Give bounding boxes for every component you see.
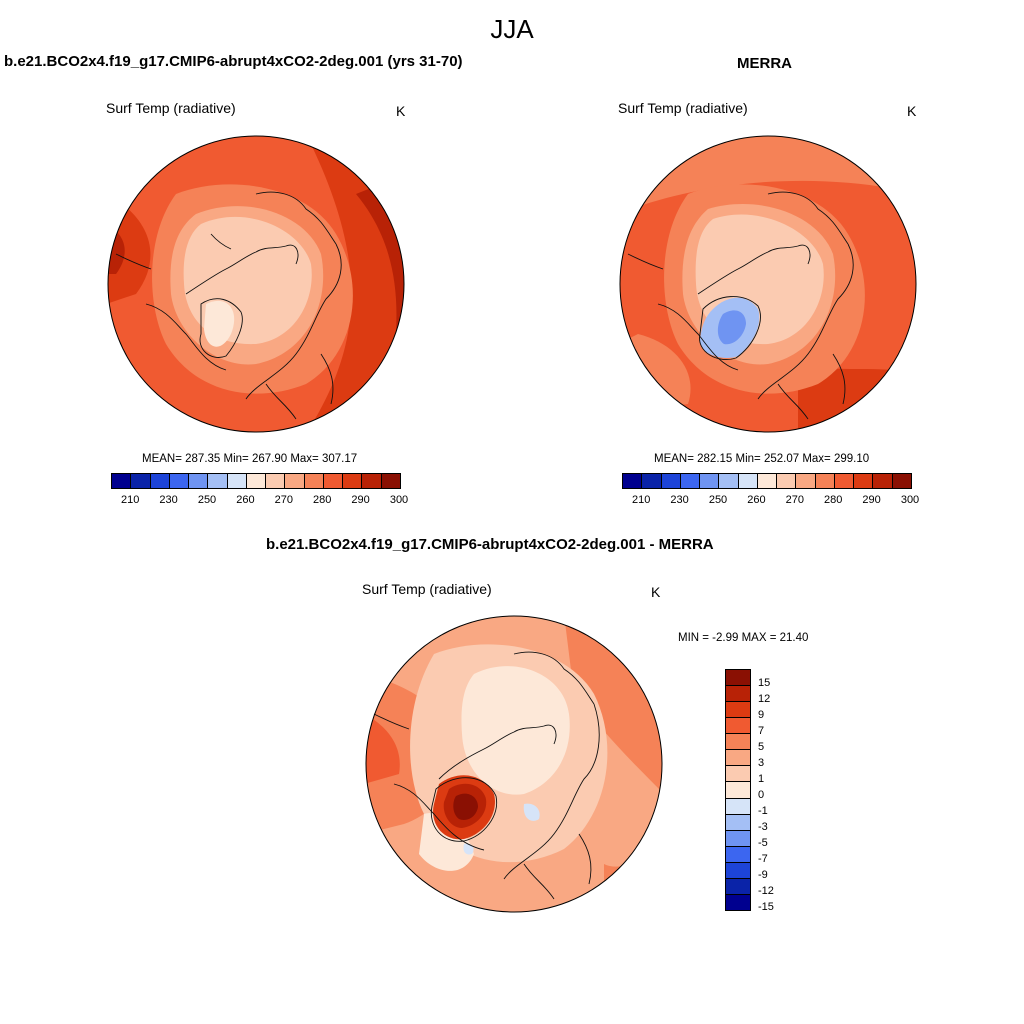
- model-panel-title: b.e21.BCO2x4.f19_g17.CMIP6-abrupt4xCO2-2…: [4, 53, 463, 70]
- obs-colorbar-ticks: 210 230 250 260 270 280 290 300: [622, 494, 919, 508]
- diff-polar-map: [365, 615, 663, 913]
- diff-colorbar-swatch: [726, 686, 750, 703]
- obs-colorbar-swatch: [854, 474, 874, 488]
- diff-colorbar-swatch: [726, 862, 750, 879]
- diff-colorbar-swatch: [726, 670, 750, 687]
- diff-colorbar-swatch: [726, 718, 750, 735]
- model-colorbar-swatch: [266, 474, 286, 488]
- diff-colorbar-swatch: [726, 894, 750, 910]
- diff-colorbar-tick: -15: [758, 901, 774, 913]
- diff-colorbar-tick: -7: [758, 853, 768, 865]
- model-colorbar-tick: 290: [351, 494, 370, 506]
- obs-colorbar-swatch: [680, 474, 701, 488]
- model-colorbar-swatch: [304, 474, 324, 488]
- obs-colorbar-swatch: [777, 474, 797, 488]
- diff-colorbar-swatch: [726, 814, 750, 831]
- model-colorbar-tick: 300: [389, 494, 409, 506]
- model-colorbar-swatch: [150, 474, 170, 488]
- diff-colorbar-ticks: 15 12 9 7 5 3 1 0 -1 -3 -5 -7 -9 -12 -15: [758, 669, 798, 913]
- obs-colorbar-swatch: [757, 474, 778, 488]
- diff-colorbar-tick: -12: [758, 885, 774, 897]
- model-colorbar-swatch: [169, 474, 190, 488]
- obs-colorbar-tick: 250: [708, 494, 728, 506]
- diff-colorbar-swatch: [726, 702, 750, 719]
- obs-colorbar-swatch: [642, 474, 662, 488]
- diff-stats: MIN = -2.99 MAX = 21.40: [678, 632, 809, 644]
- model-colorbar-tick: 280: [313, 494, 332, 506]
- diff-colorbar-swatch: [726, 846, 750, 863]
- diff-colorbar-tick: -5: [758, 837, 768, 849]
- model-colorbar: [111, 473, 401, 489]
- obs-colorbar-swatch: [700, 474, 720, 488]
- model-polar-map: [107, 135, 405, 433]
- obs-colorbar-swatch: [719, 474, 739, 488]
- model-colorbar-tick: 260: [236, 494, 255, 506]
- obs-colorbar-swatch: [796, 474, 816, 488]
- model-colorbar-tick: 250: [197, 494, 217, 506]
- diff-colorbar-tick: 1: [758, 773, 765, 785]
- diff-colorbar-swatch: [726, 798, 750, 815]
- model-colorbar-swatch: [112, 474, 132, 488]
- diff-colorbar-tick: 9: [758, 709, 765, 721]
- diff-colorbar-tick: -9: [758, 869, 768, 881]
- model-colorbar-swatch: [131, 474, 151, 488]
- obs-colorbar-swatch: [623, 474, 643, 488]
- obs-colorbar-swatch: [738, 474, 758, 488]
- diff-variable-label: Surf Temp (radiative): [362, 581, 492, 597]
- model-stats: MEAN= 287.35 Min= 267.90 Max= 307.17: [142, 453, 358, 465]
- model-colorbar-swatch: [343, 474, 363, 488]
- obs-colorbar-swatch: [834, 474, 855, 488]
- diff-colorbar-swatch: [726, 782, 750, 799]
- obs-colorbar-swatch: [892, 474, 911, 488]
- obs-colorbar-swatch: [661, 474, 681, 488]
- diff-colorbar-tick: 12: [758, 693, 771, 705]
- model-colorbar-ticks: 210 230 250 260 270 280 290 300: [111, 494, 408, 508]
- figure-title: JJA: [490, 14, 534, 44]
- diff-units-label: K: [651, 584, 661, 600]
- obs-colorbar-tick: 230: [670, 494, 689, 506]
- diff-colorbar-swatch: [726, 766, 750, 783]
- obs-colorbar-tick: 270: [785, 494, 804, 506]
- obs-colorbar-swatch: [873, 474, 893, 488]
- diff-panel-title: b.e21.BCO2x4.f19_g17.CMIP6-abrupt4xCO2-2…: [266, 536, 714, 553]
- model-colorbar-swatch: [227, 474, 247, 488]
- model-colorbar-swatch: [208, 474, 228, 488]
- obs-colorbar: [622, 473, 912, 489]
- diff-colorbar-tick: 7: [758, 725, 765, 737]
- obs-colorbar-tick: 280: [824, 494, 843, 506]
- model-colorbar-tick: 270: [274, 494, 293, 506]
- model-colorbar-swatch: [381, 474, 400, 488]
- obs-colorbar-swatch: [815, 474, 835, 488]
- obs-colorbar-tick: 290: [862, 494, 881, 506]
- diff-colorbar-tick: -1: [758, 805, 768, 817]
- diff-colorbar-tick: -3: [758, 821, 768, 833]
- model-colorbar-tick: 210: [121, 494, 140, 506]
- diff-colorbar-tick: 3: [758, 757, 765, 769]
- obs-colorbar-tick: 300: [900, 494, 920, 506]
- obs-polar-map: [619, 135, 917, 433]
- diff-colorbar: [725, 669, 751, 911]
- obs-panel-title: MERRA: [737, 55, 792, 72]
- diff-colorbar-tick: 5: [758, 741, 765, 753]
- model-variable-label: Surf Temp (radiative): [106, 100, 236, 116]
- diff-colorbar-tick: 15: [758, 677, 771, 689]
- model-colorbar-swatch: [285, 474, 305, 488]
- diff-colorbar-swatch: [726, 830, 750, 847]
- model-units-label: K: [396, 103, 406, 119]
- model-colorbar-swatch: [323, 474, 344, 488]
- obs-colorbar-tick: 260: [747, 494, 766, 506]
- obs-stats: MEAN= 282.15 Min= 252.07 Max= 299.10: [654, 453, 870, 465]
- obs-units-label: K: [907, 103, 917, 119]
- diff-colorbar-swatch: [726, 734, 750, 751]
- model-colorbar-tick: 230: [159, 494, 178, 506]
- obs-variable-label: Surf Temp (radiative): [618, 100, 748, 116]
- model-colorbar-swatch: [362, 474, 382, 488]
- model-colorbar-swatch: [189, 474, 209, 488]
- diff-colorbar-swatch: [726, 878, 750, 895]
- diff-colorbar-swatch: [726, 750, 750, 767]
- model-colorbar-swatch: [246, 474, 267, 488]
- diff-colorbar-tick: 0: [758, 789, 765, 801]
- obs-colorbar-tick: 210: [632, 494, 651, 506]
